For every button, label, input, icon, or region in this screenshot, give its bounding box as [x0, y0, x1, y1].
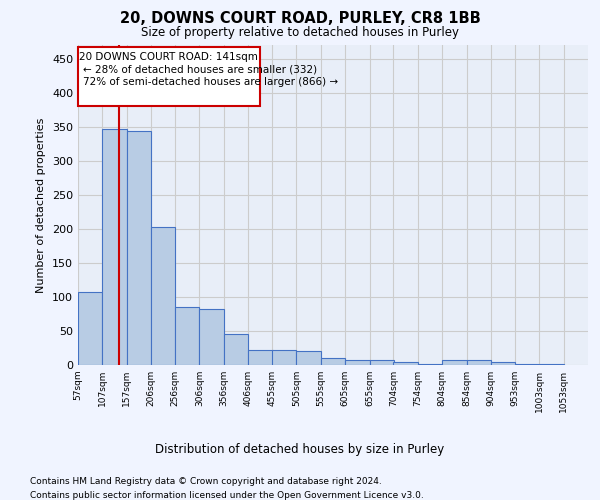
Bar — [272, 350, 296, 365]
Bar — [151, 228, 175, 365]
Text: 72% of semi-detached houses are larger (866) →: 72% of semi-detached houses are larger (… — [83, 78, 338, 88]
Bar — [394, 362, 418, 365]
Bar — [539, 364, 563, 365]
Text: Distribution of detached houses by size in Purley: Distribution of detached houses by size … — [155, 442, 445, 456]
Bar — [248, 350, 272, 365]
Y-axis label: Number of detached properties: Number of detached properties — [37, 118, 46, 292]
Bar — [467, 360, 491, 365]
Bar — [370, 360, 394, 365]
Text: Contains public sector information licensed under the Open Government Licence v3: Contains public sector information licen… — [30, 491, 424, 500]
Bar — [103, 128, 127, 365]
Bar — [345, 360, 370, 365]
Bar — [296, 352, 321, 365]
Bar — [515, 364, 539, 365]
Bar — [224, 334, 248, 365]
Bar — [491, 362, 515, 365]
Bar — [175, 307, 199, 365]
Bar — [418, 364, 442, 365]
Bar — [442, 360, 467, 365]
Text: 20, DOWNS COURT ROAD, PURLEY, CR8 1BB: 20, DOWNS COURT ROAD, PURLEY, CR8 1BB — [119, 11, 481, 26]
Bar — [78, 292, 103, 365]
Text: ← 28% of detached houses are smaller (332): ← 28% of detached houses are smaller (33… — [83, 64, 317, 74]
Bar — [127, 132, 151, 365]
Bar — [321, 358, 345, 365]
Text: Contains HM Land Registry data © Crown copyright and database right 2024.: Contains HM Land Registry data © Crown c… — [30, 478, 382, 486]
Text: Size of property relative to detached houses in Purley: Size of property relative to detached ho… — [141, 26, 459, 39]
Text: 20 DOWNS COURT ROAD: 141sqm: 20 DOWNS COURT ROAD: 141sqm — [79, 52, 259, 62]
FancyBboxPatch shape — [78, 47, 260, 106]
Bar — [199, 309, 224, 365]
